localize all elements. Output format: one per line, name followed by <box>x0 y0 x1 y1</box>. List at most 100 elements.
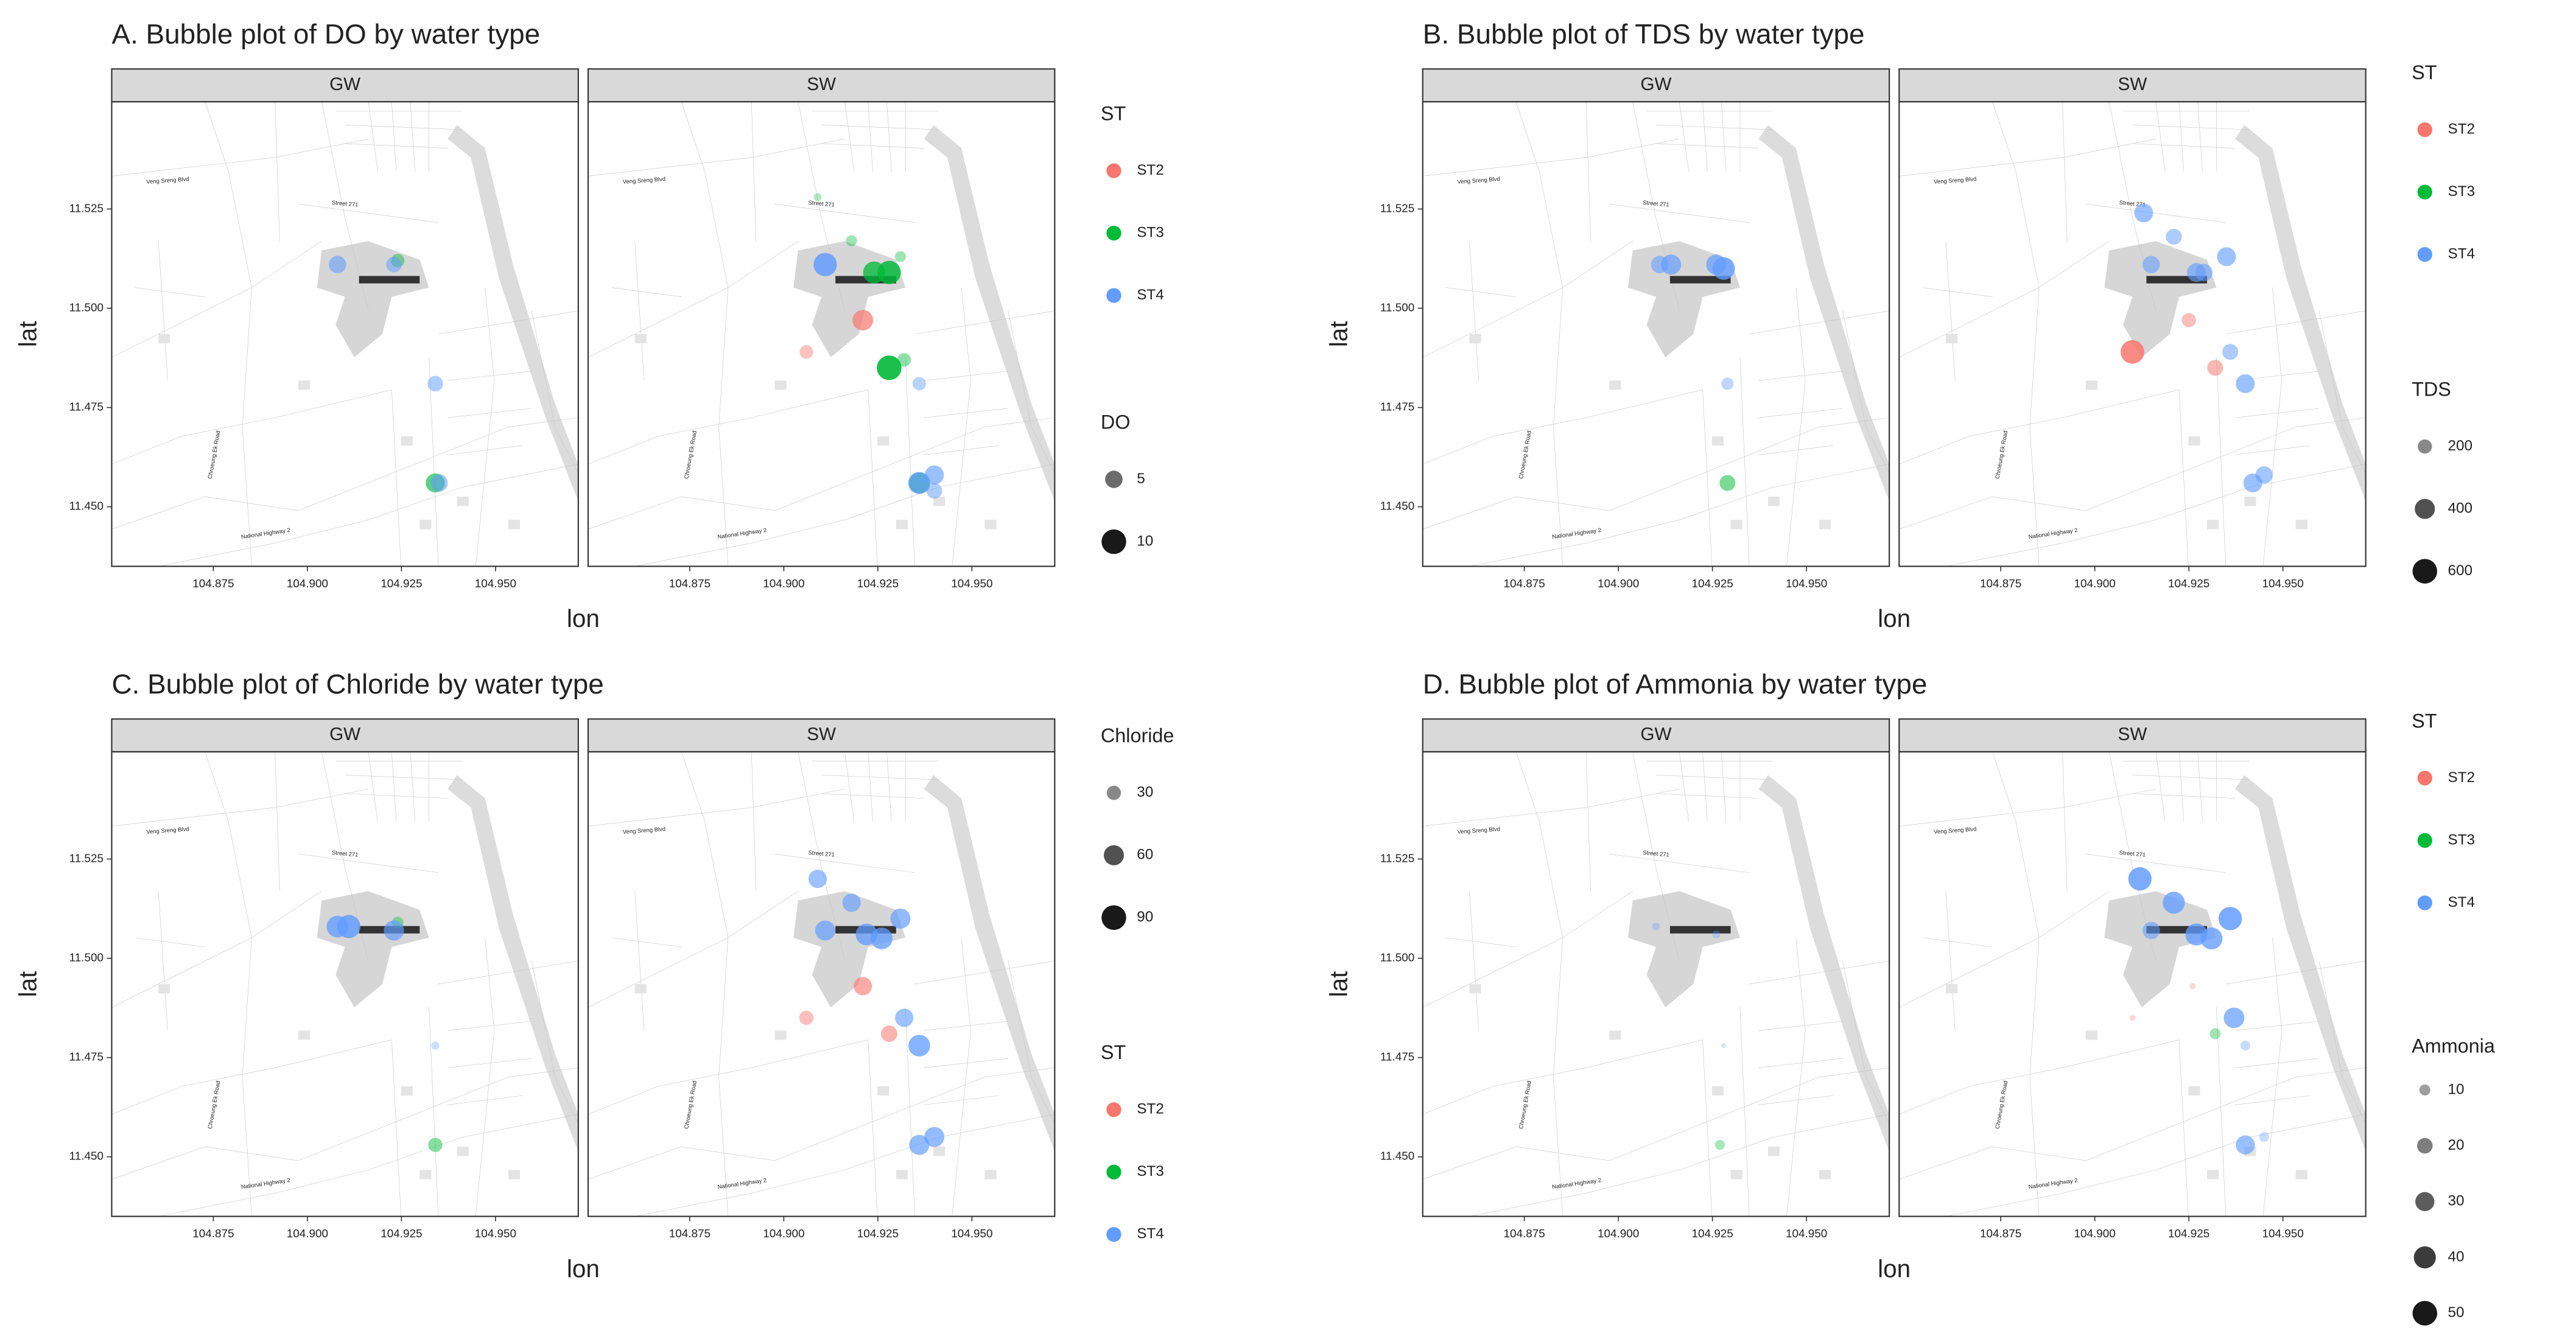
bubble <box>1712 931 1721 938</box>
lake <box>793 891 906 1008</box>
map-block <box>774 380 787 390</box>
size-legend-label: 40 <box>2448 1248 2465 1265</box>
road <box>2216 1007 2225 1216</box>
facet-label: SW <box>2118 74 2147 94</box>
road <box>135 288 205 297</box>
road <box>1679 752 1688 821</box>
plot-border <box>587 751 1056 1217</box>
river <box>924 775 1055 1152</box>
plot-border <box>1898 751 2367 1217</box>
size-legend-title: DO <box>1101 411 1131 433</box>
road <box>924 1021 1008 1030</box>
road <box>886 752 891 821</box>
road <box>2156 752 2165 821</box>
road <box>447 408 532 418</box>
x-tick-label: 104.875 <box>1980 578 2021 590</box>
x-tick-label: 104.950 <box>2262 1228 2304 1240</box>
road <box>868 390 877 566</box>
road <box>1899 139 2155 176</box>
size-legend-label: 10 <box>2448 1081 2465 1097</box>
y-axis-label: lat <box>1325 321 1353 348</box>
river <box>447 125 578 501</box>
road <box>205 752 252 937</box>
road <box>476 288 494 567</box>
map-label: Street 271 <box>808 200 835 209</box>
map-block <box>2085 1030 2097 1040</box>
x-tick-label: 104.875 <box>669 1228 711 1240</box>
map-block <box>634 984 647 994</box>
road <box>775 204 915 223</box>
road <box>2062 752 2067 891</box>
map-label: Street 271 <box>1643 200 1669 209</box>
bubble <box>908 472 930 494</box>
road <box>1469 241 1478 380</box>
road <box>1609 854 1749 873</box>
size-legend-title: TDS <box>2412 378 2451 400</box>
road <box>1721 102 1726 171</box>
map-block <box>2207 1170 2219 1179</box>
map-block <box>634 334 647 344</box>
road <box>1899 1068 2365 1179</box>
legend-key <box>1106 163 1121 178</box>
map-block <box>457 497 469 506</box>
map-block <box>419 520 432 529</box>
map-block <box>401 436 413 446</box>
x-tick-label: 104.900 <box>287 578 328 590</box>
bubble <box>871 928 893 949</box>
facet-strip <box>111 718 579 753</box>
road <box>1703 390 1712 566</box>
road <box>1842 961 1889 1124</box>
legend-key <box>1106 1102 1121 1117</box>
map-block <box>1609 1030 1621 1040</box>
x-tick-label: 104.925 <box>381 1228 422 1240</box>
bubble <box>799 345 813 359</box>
facet-strip <box>1898 68 2367 103</box>
road <box>1423 139 1679 176</box>
color-legend-title: ST <box>1101 102 1126 124</box>
map-block <box>877 436 890 446</box>
x-axis-label: lon <box>567 604 600 632</box>
bubble <box>337 915 360 938</box>
road <box>2030 938 2039 1217</box>
road <box>2235 1096 2310 1105</box>
y-tick-label: 11.475 <box>69 401 104 414</box>
road <box>611 288 681 297</box>
bubble <box>2129 1015 2136 1021</box>
bubble <box>909 1134 930 1155</box>
legend-label: ST3 <box>1137 224 1164 240</box>
bubble <box>877 355 902 380</box>
map-block <box>1819 1170 1831 1179</box>
legend-label: ST4 <box>1137 287 1164 303</box>
bubble <box>926 483 942 499</box>
road <box>588 139 844 176</box>
bubble <box>2255 466 2273 484</box>
road <box>2132 125 2249 130</box>
plot-border <box>111 101 579 567</box>
road <box>111 1068 578 1179</box>
road <box>1721 752 1726 821</box>
legend-label: ST4 <box>1137 1226 1164 1242</box>
road <box>588 418 1055 529</box>
bubble <box>1719 475 1736 491</box>
road <box>821 125 938 130</box>
road <box>1899 418 2365 529</box>
road <box>1553 938 1562 1217</box>
road <box>635 891 644 1030</box>
bubble <box>2223 1007 2245 1029</box>
road <box>429 1007 438 1216</box>
road <box>1609 204 1749 223</box>
bubble <box>815 920 835 941</box>
x-tick-label: 104.900 <box>763 1228 804 1240</box>
map-label: Veng Sreng Blvd <box>623 176 666 186</box>
legend-key <box>1106 1227 1121 1242</box>
map-background <box>588 102 1055 566</box>
size-legend-key <box>2415 498 2435 519</box>
bubble <box>386 256 402 273</box>
road <box>1946 1114 2366 1217</box>
x-tick-label: 104.925 <box>381 578 422 590</box>
bubble <box>2166 228 2182 245</box>
y-tick-label: 11.450 <box>69 500 104 513</box>
road <box>275 102 280 241</box>
road <box>345 144 448 149</box>
